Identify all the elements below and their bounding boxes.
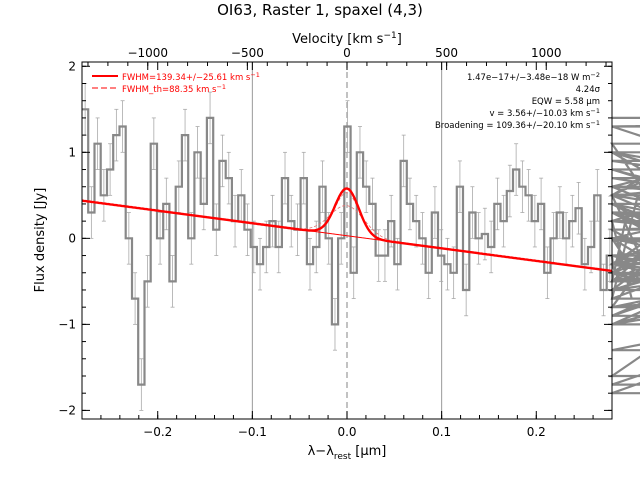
top-tick-label: 500	[435, 46, 458, 60]
fit-annotations: 1.47e−17+/−3.48e−18 W m−2 4.24σ EQW = 5.…	[435, 71, 601, 131]
y-tick-label: −1	[58, 317, 76, 331]
annotation-eqw: EQW = 5.58 μm	[532, 97, 600, 107]
y-axis-label: Flux density [Jy]	[33, 188, 48, 293]
guide-lines	[251, 62, 443, 419]
top-axis-label: Velocity [km s−1]	[292, 31, 402, 47]
x-tick-label: −0.2	[143, 425, 172, 439]
axis-ticks: −0.2 −0.1 0.0 0.1 0.2 −2 −1 0 1 2 −1000 −500 0 500 100…	[58, 46, 613, 439]
legend: FWHM=139.34+/−25.61 km s−1 FWHM_th=88.35…	[92, 71, 260, 95]
annotation-significance: 4.24σ	[576, 85, 601, 95]
x-tick-label: 0.0	[337, 425, 356, 439]
fit-curves	[81, 187, 613, 273]
annotation-velocity: v = 3.56+/−10.03 km s−1	[489, 107, 600, 119]
x-tick-label: 0.2	[527, 425, 546, 439]
total-fit-line	[81, 187, 613, 273]
annotation-broadening: Broadening = 109.36+/−20.10 km s−1	[435, 119, 600, 131]
y-tick-label: 1	[68, 145, 76, 159]
top-tick-label: 1000	[531, 46, 562, 60]
spectrum-line	[82, 108, 640, 395]
spectrum-series	[82, 108, 640, 395]
broadened-component-line	[304, 205, 390, 241]
y-tick-label: −2	[58, 403, 76, 417]
legend-entry-fwhm-th: FWHM_th=88.35 km s−1	[122, 83, 226, 95]
legend-entry-fwhm: FWHM=139.34+/−25.61 km s−1	[122, 71, 260, 83]
top-tick-label: −500	[231, 46, 264, 60]
x-tick-label: −0.1	[238, 425, 267, 439]
top-tick-label: 0	[343, 46, 351, 60]
top-tick-label: −1000	[127, 46, 168, 60]
annotation-flux: 1.47e−17+/−3.48e−18 W m−2	[467, 71, 600, 83]
x-tick-label: 0.1	[432, 425, 451, 439]
y-tick-label: 0	[68, 231, 76, 245]
x-axis-label: λ−λrest [μm]	[308, 444, 387, 462]
y-tick-label: 2	[68, 59, 76, 73]
chart-title: OI63, Raster 1, spaxel (4,3)	[217, 1, 423, 19]
